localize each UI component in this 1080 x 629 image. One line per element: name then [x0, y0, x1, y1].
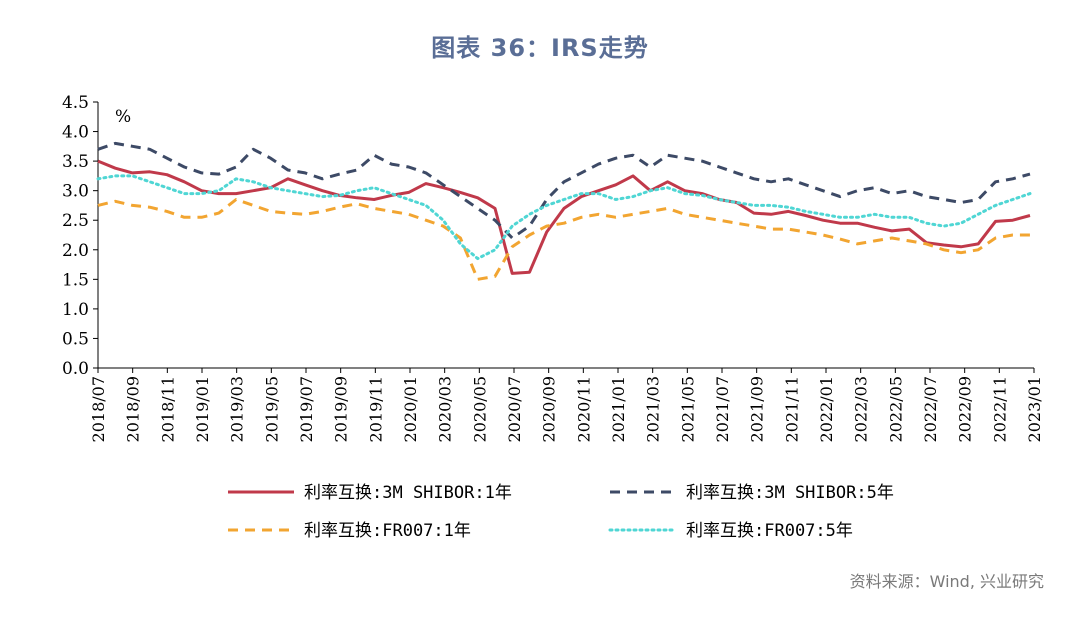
legend: 利率互换:3M SHIBOR:1年 利率互换:3M SHIBOR:5年利率互换:F…: [228, 483, 894, 541]
y-tick-label: 2.0: [62, 241, 89, 261]
legend-label-4: 利率互换:FR007:5年: [686, 521, 853, 541]
legend-label-2: 利率互换:3M SHIBOR:5年: [686, 483, 894, 503]
source-note: 资料来源：Wind, 兴业研究: [849, 572, 1044, 591]
x-tick-label: 2019/05: [262, 376, 281, 442]
x-tick-label: 2018/07: [89, 376, 108, 442]
x-tick-label: 2021/11: [782, 376, 801, 442]
x-tick-label: 2020/09: [540, 376, 559, 442]
axes: 0.0 0.5 1.0 1.5 2.0 2.5 3.0 3.5 4.0 4.5% 2018/07 20…: [62, 93, 1044, 442]
x-tick-label: 2021/07: [713, 376, 732, 442]
x-tick-label: 2021/05: [678, 376, 697, 442]
x-tick-label: 2022/03: [852, 376, 871, 442]
x-tick-label: 2022/07: [921, 376, 940, 442]
y-tick-label: 4.5: [62, 93, 89, 113]
x-tick-label: 2022/05: [886, 376, 905, 442]
series-line-1: [97, 159, 1031, 275]
y-tick-label: 1.0: [62, 300, 89, 320]
x-tick-label: 2023/01: [1025, 376, 1044, 442]
x-tick-label: 2020/11: [574, 376, 593, 442]
x-tick-label: 2018/09: [124, 376, 143, 442]
y-tick-label: 0.0: [62, 359, 89, 379]
legend-label-1: 利率互换:3M SHIBOR:1年: [304, 483, 512, 503]
y-tick-label: 3.5: [62, 152, 89, 172]
series-lines: [96, 141, 1032, 281]
y-unit-label: %: [115, 107, 131, 127]
legend-label-3: 利率互换:FR007:1年: [304, 521, 471, 541]
x-tick-label: 2020/07: [505, 376, 524, 442]
x-tick-label: 2019/11: [366, 376, 385, 442]
x-tick-label: 2021/03: [644, 376, 663, 442]
series-line-3: [97, 198, 1030, 281]
x-tick-label: 2019/01: [193, 376, 212, 442]
series-line-4: [96, 174, 1032, 261]
chart-title: 图表 36：IRS走势: [431, 34, 649, 62]
x-tick-label: 2021/01: [609, 376, 628, 442]
series-line-2: [97, 141, 1031, 240]
x-tick-label: 2019/07: [297, 376, 316, 442]
x-tick-label: 2022/01: [817, 376, 836, 442]
x-tick-label: 2022/09: [956, 376, 975, 442]
y-tick-label: 4.0: [62, 123, 89, 143]
x-tick-label: 2020/01: [401, 376, 420, 442]
x-tick-label: 2021/09: [748, 376, 767, 442]
x-tick-label: 2018/11: [158, 376, 177, 442]
y-tick-label: 3.0: [62, 182, 89, 202]
y-tick-label: 0.5: [62, 329, 89, 349]
y-tick-label: 2.5: [62, 211, 89, 231]
x-tick-label: 2020/03: [436, 376, 455, 442]
x-tick-label: 2019/03: [228, 376, 247, 442]
x-tick-label: 2019/09: [332, 376, 351, 442]
x-tick-label: 2022/11: [990, 376, 1009, 442]
y-tick-label: 1.5: [62, 270, 89, 290]
x-tick-label: 2020/05: [470, 376, 489, 442]
